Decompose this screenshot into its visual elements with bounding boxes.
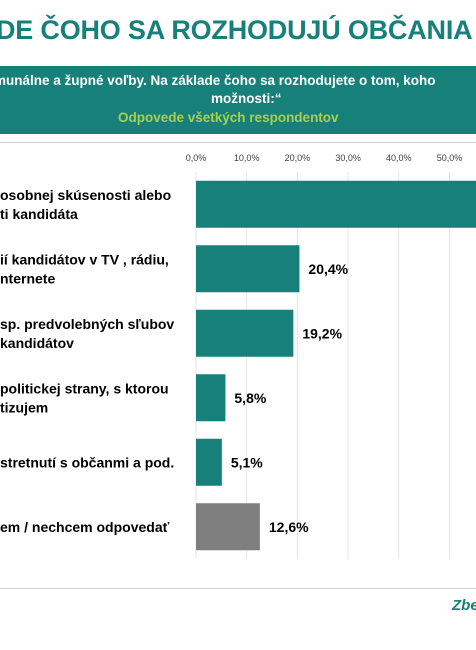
bar bbox=[196, 309, 294, 357]
question-line-2: možnosti:“ bbox=[211, 91, 282, 106]
category-label: nternete bbox=[0, 270, 55, 286]
grid-lines bbox=[195, 172, 450, 559]
value-label: 5,8% bbox=[234, 390, 266, 406]
value-label: 12,6% bbox=[269, 519, 309, 535]
bar-chart: 0,0% 10,0% 20,0% 30,0% 40,0% 50,0% osobnej sk… bbox=[0, 153, 476, 559]
category-label: stretnutí s občanmi a pod. bbox=[0, 454, 174, 470]
category-label: ti kandidáta bbox=[0, 206, 78, 222]
category-label: kandidátov bbox=[0, 335, 74, 351]
x-tick-label: 50,0% bbox=[437, 153, 463, 163]
x-tick-label: 0,0% bbox=[186, 153, 207, 163]
bar bbox=[196, 180, 476, 228]
category-label: ií kandidátov v TV , rádiu, bbox=[0, 251, 169, 267]
category-label: tizujem bbox=[0, 399, 48, 415]
bar bbox=[196, 503, 260, 551]
value-label: 5,1% bbox=[231, 454, 263, 470]
question-banner: munálne a župné voľby. Na základe čoho s… bbox=[0, 66, 476, 134]
value-label: 19,2% bbox=[302, 325, 342, 341]
bar bbox=[196, 438, 222, 486]
chart-frame bbox=[0, 142, 476, 589]
page-title-text: DE ČOHO SA ROZHODUJÚ OBČANIA PRI V bbox=[0, 15, 476, 45]
x-tick-label: 30,0% bbox=[335, 153, 361, 163]
value-label: 20,4% bbox=[308, 261, 348, 277]
x-tick-label: 20,0% bbox=[285, 153, 311, 163]
page-title: DE ČOHO SA ROZHODUJÚ OBČANIA PRI V bbox=[0, 0, 476, 62]
category-label: sp. predvolebných sľubov bbox=[0, 316, 174, 332]
x-tick-label: 40,0% bbox=[386, 153, 412, 163]
category-label: em / nechcem odpovedať bbox=[0, 519, 170, 535]
category-labels: osobnej skúsenosti alebo ti kandidáta ií k… bbox=[0, 187, 174, 535]
x-axis-ticks: 0,0% 10,0% 20,0% 30,0% 40,0% 50,0% bbox=[186, 153, 463, 163]
respondents-subtitle: Odpovede všetkých respondentov bbox=[118, 110, 339, 125]
bar bbox=[196, 245, 300, 293]
question-line-1: munálne a župné voľby. Na základe čoho s… bbox=[0, 73, 436, 88]
bars bbox=[196, 180, 476, 551]
x-tick-label: 10,0% bbox=[234, 153, 260, 163]
value-labels: 20,4% 19,2% 5,8% 5,1% 12,6% bbox=[231, 261, 349, 535]
footer-source: Zbe bbox=[452, 597, 476, 614]
category-label: politickej strany, s ktorou bbox=[0, 380, 169, 396]
category-label: osobnej skúsenosti alebo bbox=[0, 187, 171, 203]
bar bbox=[196, 374, 226, 422]
